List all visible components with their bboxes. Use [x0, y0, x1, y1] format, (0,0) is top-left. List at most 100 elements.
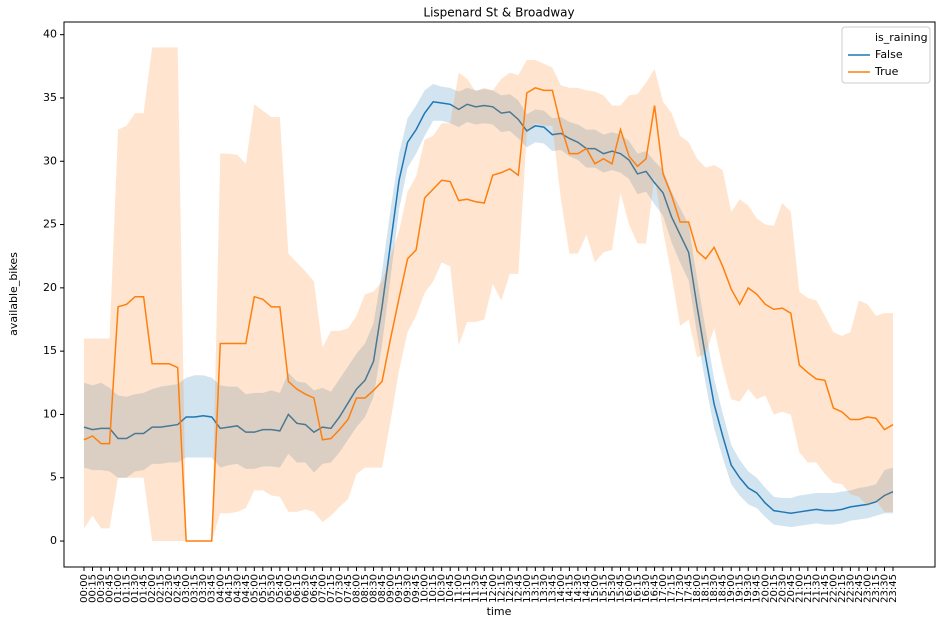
x-tick-label: 17:00	[658, 574, 669, 603]
x-tick-label: 01:15	[122, 574, 133, 603]
x-tick-label: 09:00	[386, 574, 397, 603]
x-axis-label: time	[487, 605, 512, 618]
x-tick-label: 13:15	[530, 574, 541, 603]
x-tick-label: 14:30	[573, 574, 584, 603]
x-tick-label: 10:00	[420, 574, 431, 603]
series-line	[83, 100, 894, 514]
x-tick-label: 02:45	[173, 574, 184, 603]
x-tick-label: 13:00	[522, 574, 533, 603]
x-tick-label: 06:45	[309, 574, 320, 603]
x-tick-label: 12:00	[488, 574, 499, 603]
x-tick-label: 23:45	[888, 574, 899, 603]
y-tick-label: 10	[43, 407, 57, 420]
x-tick-label: 02:00	[147, 574, 158, 603]
y-tick-label: 15	[43, 344, 57, 357]
x-tick-label: 19:45	[752, 574, 763, 603]
legend: is_raining False True	[841, 26, 931, 84]
x-tick-label: 21:45	[820, 574, 831, 603]
x-tick-label: 21:30	[811, 574, 822, 603]
x-tick-label: 08:45	[377, 574, 388, 603]
x-tick-label: 07:30	[334, 574, 345, 603]
x-tick-label: 08:00	[352, 574, 363, 603]
x-tick-label: 22:45	[854, 574, 865, 603]
x-tick-label: 12:15	[496, 574, 507, 603]
x-tick-label: 10:15	[428, 574, 439, 603]
x-tick-label: 11:30	[471, 574, 482, 603]
x-tick-label: 09:30	[403, 574, 414, 603]
x-tick-label: 04:15	[224, 574, 235, 603]
x-tick-label: 17:45	[684, 574, 695, 603]
x-tick-label: 11:00	[454, 574, 465, 603]
x-tick-label: 03:30	[198, 574, 209, 603]
x-tick-label: 18:00	[692, 574, 703, 603]
y-tick-label: 0	[50, 534, 57, 547]
x-tick-label: 15:00	[590, 574, 601, 603]
x-tick-label: 01:00	[113, 574, 124, 603]
x-tick-label: 08:30	[369, 574, 380, 603]
x-tick-label: 16:30	[641, 574, 652, 603]
x-tick-label: 17:30	[675, 574, 686, 603]
plot-frame	[63, 21, 936, 568]
x-tick-label: 16:15	[633, 574, 644, 603]
x-tick-label: 06:15	[292, 574, 303, 603]
y-tick-label: 35	[43, 91, 57, 104]
x-tick-label: 09:45	[411, 574, 422, 603]
x-tick-label: 05:00	[249, 574, 260, 603]
x-tick-label: 00:15	[88, 574, 99, 603]
x-tick-label: 03:15	[190, 574, 201, 603]
x-tick-label: 05:45	[275, 574, 286, 603]
x-tick-label: 07:00	[317, 574, 328, 603]
x-tick-label: 03:45	[207, 574, 218, 603]
x-tick-label: 23:30	[879, 574, 890, 603]
x-tick-label: 18:45	[718, 574, 729, 603]
x-tick-label: 02:15	[156, 574, 167, 603]
x-tick-label: 22:00	[828, 574, 839, 603]
x-tick-label: 20:45	[786, 574, 797, 603]
x-tick-label: 23:00	[862, 574, 873, 603]
x-tick-label: 14:00	[556, 574, 567, 603]
x-tick-label: 13:30	[539, 574, 550, 603]
x-tick-label: 10:45	[445, 574, 456, 603]
chart-title: Lispenard St & Broadway	[423, 6, 574, 20]
x-tick-label: 22:30	[845, 574, 856, 603]
x-tick-label: 13:45	[547, 574, 558, 603]
x-tick-label: 18:15	[701, 574, 712, 603]
x-tick-label: 00:00	[79, 574, 90, 603]
x-tick-label: 01:30	[130, 574, 141, 603]
x-tick-label: 12:45	[513, 574, 524, 603]
confidence-band	[84, 84, 893, 528]
x-tick-label: 04:30	[232, 574, 243, 603]
x-tick-label: 00:30	[96, 574, 107, 603]
x-tick-label: 14:45	[581, 574, 592, 603]
x-tick-label: 03:00	[181, 574, 192, 603]
x-tick-label: 14:15	[564, 574, 575, 603]
x-tick-label: 07:15	[326, 574, 337, 603]
x-tick-label: 20:15	[769, 574, 780, 603]
x-tick-label: 22:15	[837, 574, 848, 603]
x-tick-label: 20:00	[760, 574, 771, 603]
x-tick-label: 17:15	[667, 574, 678, 603]
x-tick-label: 20:30	[777, 574, 788, 603]
x-tick-label: 05:15	[258, 574, 269, 603]
x-tick-label: 11:15	[462, 574, 473, 603]
legend-title: is_raining	[875, 31, 928, 44]
y-axis-label: available_bikes	[7, 252, 20, 336]
x-tick-label: 19:30	[743, 574, 754, 603]
x-tick-label: 02:30	[164, 574, 175, 603]
x-tick-label: 21:00	[794, 574, 805, 603]
x-tick-label: 21:15	[803, 574, 814, 603]
x-tick-label: 16:00	[624, 574, 635, 603]
y-tick-label: 20	[43, 281, 57, 294]
x-tick-label: 08:15	[360, 574, 371, 603]
legend-label: True	[874, 65, 899, 78]
x-tick-label: 10:30	[437, 574, 448, 603]
x-tick-label: 19:15	[735, 574, 746, 603]
x-tick-label: 06:30	[300, 574, 311, 603]
series-line	[83, 87, 894, 542]
legend-label: False	[875, 48, 903, 61]
x-tick-label: 18:30	[709, 574, 720, 603]
x-tick-label: 06:00	[283, 574, 294, 603]
x-tick-label: 15:30	[607, 574, 618, 603]
x-tick-label: 23:15	[871, 574, 882, 603]
